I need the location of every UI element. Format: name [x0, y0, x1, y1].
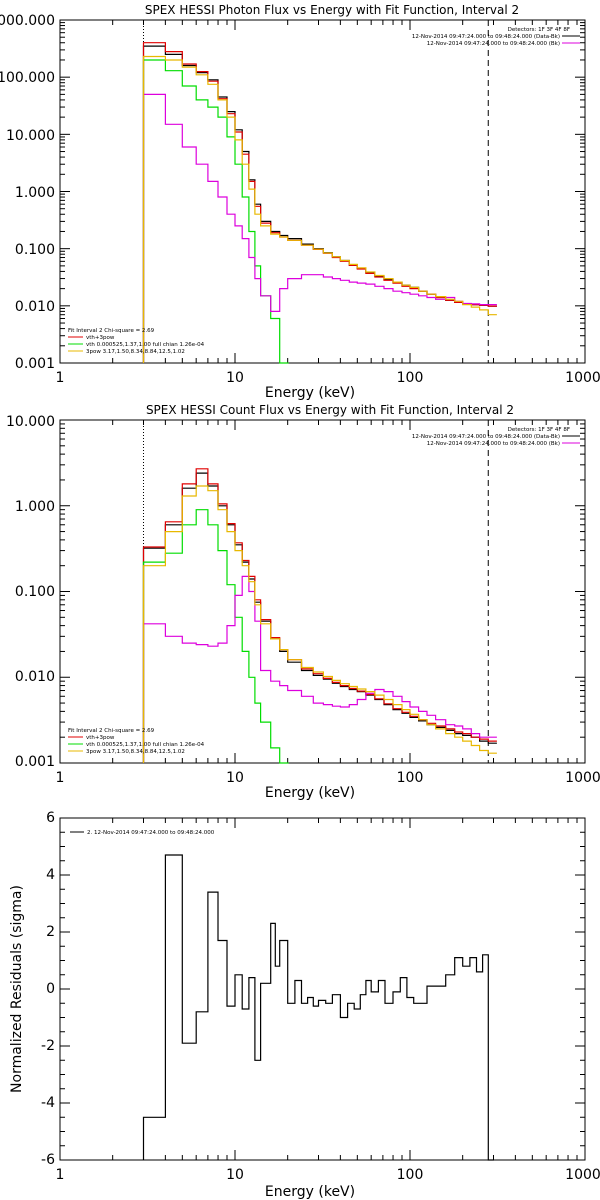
photon-flux-legend-bottom-left: Fit Interval 2 Chi-square = 2.69 vth+3po… — [68, 328, 205, 355]
series-magenta-line — [142, 575, 497, 763]
photon-flux-x-axis-label: Energy (keV) — [265, 385, 355, 401]
y-tick-label: -4 — [41, 1095, 55, 1111]
legend-entry: Detectors: 1F 3F 4F 8F — [508, 27, 570, 33]
photon-flux-legend-top-right: Detectors: 1F 3F 4F 8F 12-Nov-2014 09:47… — [412, 27, 580, 47]
count-flux-panel: SPEX HESSI Count Flux vs Energy with Fit… — [6, 403, 600, 801]
legend-entry: vth+3pow — [86, 735, 115, 741]
residuals-legend: 2. 12-Nov-2014 09:47:24.000 to 09:48:24.… — [70, 830, 215, 836]
y-tick-label: 10.000 — [6, 128, 55, 144]
y-tick-label: 0.001 — [15, 356, 55, 372]
y-tick-label: 6 — [46, 810, 55, 826]
photon-flux-series — [142, 20, 497, 364]
photon-flux-title: SPEX HESSI Photon Flux vs Energy with Fi… — [145, 3, 519, 17]
residuals-series — [142, 854, 494, 1161]
legend-entry: 3pow 3.17,1.50,8.34,8.84,12.5,1.02 — [86, 349, 185, 355]
count-flux-plot-frame — [59, 419, 586, 764]
y-tick-label: 2 — [46, 924, 55, 940]
y-tick-label: 4 — [46, 867, 55, 883]
y-tick-label: -6 — [41, 1152, 55, 1168]
x-tick-label: 1 — [56, 770, 65, 786]
photon-flux-panel: SPEX HESSI Photon Flux vs Energy with Fi… — [0, 3, 600, 401]
residuals-panel: 1 10 100 1000 -6 -4 -2 0 2 4 6 Normalize… — [9, 810, 600, 1200]
series-yellow-line — [142, 485, 497, 763]
x-tick-label: 10 — [226, 770, 244, 786]
y-tick-label: 10.000 — [6, 414, 55, 430]
x-tick-label: 100 — [397, 770, 424, 786]
y-tick-label: 0.100 — [15, 242, 55, 258]
legend-entry: Fit Interval 2 Chi-square = 2.69 — [68, 328, 155, 334]
x-tick-label: 1 — [56, 1167, 65, 1183]
x-tick-label: 1000 — [565, 1167, 600, 1183]
legend-entry: 12-Nov-2014 09:47:24.000 to 09:48:24.000… — [427, 441, 560, 447]
legend-entry: 3pow 3.17,1.50,8.34,8.84,12.5,1.02 — [86, 749, 185, 755]
legend-entry: 12-Nov-2014 09:47:24.000 to 09:48:24.000… — [427, 41, 560, 47]
series-magenta-line — [142, 93, 497, 363]
y-tick-label: 0.001 — [15, 754, 55, 770]
x-tick-label: 1000 — [565, 770, 600, 786]
residuals-y-axis-label: Normalized Residuals (sigma) — [9, 885, 25, 1093]
y-tick-label: -2 — [41, 1038, 55, 1054]
y-tick-label: 1000.000 — [0, 13, 55, 29]
residuals-plot-frame — [59, 817, 586, 1161]
y-tick-label: 0.010 — [15, 299, 55, 315]
x-tick-label: 1000 — [565, 370, 600, 386]
photon-flux-y-tick-labels: 0.001 0.010 0.100 1.000 10.000 100.000 1… — [0, 13, 55, 372]
y-tick-label: 0.100 — [15, 584, 55, 600]
residuals-y-tick-labels: -6 -4 -2 0 2 4 6 — [41, 810, 55, 1168]
count-flux-x-tick-labels: 1 10 100 1000 — [56, 770, 600, 786]
count-flux-x-axis-label: Energy (keV) — [265, 785, 355, 801]
count-flux-series — [142, 420, 497, 764]
x-tick-label: 100 — [397, 370, 424, 386]
legend-entry: vth 0.000525,1.37,1.00 full chian 1.26e-… — [86, 742, 205, 748]
photon-flux-tick-marks — [59, 19, 586, 364]
series-black-line — [142, 854, 494, 1161]
legend-entry: 12-Nov-2014 09:47:24.000 to 09:48:24.000… — [412, 434, 560, 440]
count-flux-legend-top-right: Detectors: 1F 3F 4F 8F 12-Nov-2014 09:47… — [412, 427, 580, 447]
count-flux-tick-marks — [59, 419, 586, 764]
photon-flux-x-tick-labels: 1 10 100 1000 — [56, 370, 600, 386]
legend-entry: vth 0.000525,1.37,1.00 full chian 1.26e-… — [86, 342, 205, 348]
y-tick-label: 0.010 — [15, 669, 55, 685]
residuals-x-tick-labels: 1 10 100 1000 — [56, 1167, 600, 1183]
y-tick-label: 100.000 — [0, 70, 55, 86]
residuals-tick-marks — [59, 817, 586, 1161]
photon-flux-plot-frame — [59, 19, 586, 364]
legend-entry: Fit Interval 2 Chi-square = 2.69 — [68, 728, 155, 734]
y-tick-label: 1.000 — [15, 499, 55, 515]
legend-entry: vth+3pow — [86, 335, 115, 341]
x-tick-label: 100 — [397, 1167, 424, 1183]
x-tick-label: 10 — [226, 1167, 244, 1183]
legend-entry: 2. 12-Nov-2014 09:47:24.000 to 09:48:24.… — [87, 830, 215, 836]
y-tick-label: 1.000 — [15, 185, 55, 201]
series-yellow-line — [142, 55, 497, 363]
count-flux-y-tick-labels: 0.001 0.010 0.100 1.000 10.000 — [6, 414, 55, 770]
x-tick-label: 1 — [56, 370, 65, 386]
series-green-line — [142, 509, 289, 764]
y-tick-label: 0 — [46, 981, 55, 997]
count-flux-title: SPEX HESSI Count Flux vs Energy with Fit… — [146, 403, 514, 417]
legend-entry: Detectors: 1F 3F 4F 8F — [508, 427, 570, 433]
count-flux-legend-bottom-left: Fit Interval 2 Chi-square = 2.69 vth+3po… — [68, 728, 205, 755]
legend-entry: 12-Nov-2014 09:47:24.000 to 09:48:24.000… — [412, 34, 560, 40]
residuals-x-axis-label: Energy (keV) — [265, 1184, 355, 1200]
x-tick-label: 10 — [226, 370, 244, 386]
